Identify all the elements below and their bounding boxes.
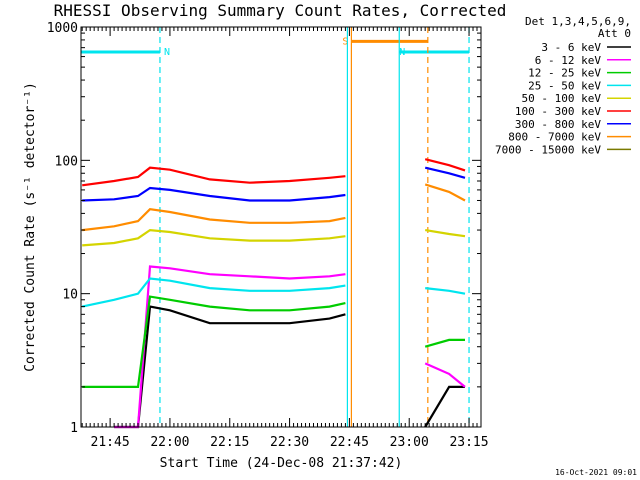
plot-frame [80, 26, 482, 428]
series-line [424, 183, 466, 202]
series-line [82, 166, 346, 187]
series-line [424, 158, 466, 172]
legend-label: 100 - 300 keV [515, 105, 601, 118]
series-line [424, 166, 466, 179]
series-line [114, 305, 346, 429]
x-tick-label: 22:15 [210, 435, 249, 450]
flag-label: N [164, 47, 170, 58]
x-tick-label: 22:45 [330, 435, 369, 450]
chart-title: RHESSI Observing Summary Count Rates, Co… [54, 1, 507, 20]
legend-label: 7000 - 15000 keV [495, 143, 601, 156]
flags-layer: N N S [81, 36, 470, 58]
series-line [424, 385, 465, 428]
legend-label: 25 - 50 keV [528, 79, 601, 92]
y-tick-label: 1000 [47, 21, 78, 36]
legend-label: 50 - 100 keV [522, 92, 602, 105]
series-line [425, 287, 466, 295]
series-line [425, 229, 466, 238]
series-line [424, 362, 466, 388]
series-line [82, 295, 346, 388]
y-tick-label: 1 [70, 421, 78, 436]
footer-timestamp: 16-Oct-2021 09:01 [555, 468, 637, 477]
x-tick-label: 23:15 [449, 435, 488, 450]
legend-label: 6 - 12 keV [535, 54, 602, 67]
legend-label: 3 - 6 keV [541, 41, 601, 54]
legend-label: 300 - 800 keV [515, 118, 601, 131]
markers-layer [159, 27, 470, 427]
series-line [424, 338, 465, 348]
y-tick-label: 10 [62, 288, 78, 303]
legend-label: 12 - 25 keV [528, 67, 601, 80]
x-axis: 21:45 22:00 22:15 22:30 22:45 23:00 23:15 [81, 27, 489, 450]
series-line [82, 186, 346, 202]
flag-label: S [342, 36, 348, 47]
y-axis: 1 10 100 1000 [47, 21, 481, 436]
series-layer [81, 158, 466, 429]
y-tick-label: 100 [55, 154, 78, 169]
legend-header-line-1: Det 1,3,4,5,6,9, [525, 15, 631, 28]
x-tick-label: 22:30 [270, 435, 309, 450]
series-line [82, 208, 346, 232]
flag-label: N [399, 47, 405, 58]
legend-label: 800 - 7000 keV [508, 131, 601, 144]
x-axis-label: Start Time (24-Dec-08 21:37:42) [160, 456, 403, 471]
series-line [82, 228, 346, 247]
x-tick-label: 22:00 [150, 435, 189, 450]
y-axis-label: Corrected Count Rate (s⁻¹ detector⁻¹) [23, 82, 38, 372]
legend-header-line-2: Att 0 [598, 27, 631, 40]
x-tick-label: 23:00 [390, 435, 429, 450]
series-line [81, 277, 346, 308]
series-line [114, 265, 346, 429]
x-tick-label: 21:45 [91, 435, 130, 450]
